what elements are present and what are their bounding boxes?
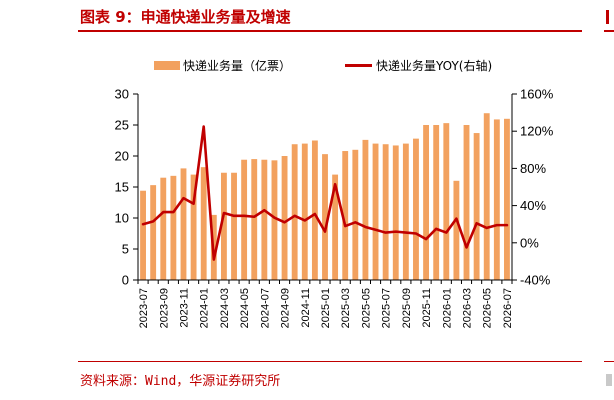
bar-2025-06	[372, 143, 379, 280]
bar-2026-01	[443, 123, 450, 280]
x-tick-label: 2026-01	[441, 288, 453, 328]
x-tick-label: 2025-07	[381, 288, 393, 328]
left-tick-label: 5	[122, 242, 129, 257]
left-tick-label: 15	[115, 180, 129, 195]
x-tick-label: 2025-03	[340, 288, 352, 328]
x-tick-label: 2026-03	[462, 288, 474, 328]
x-tick-label: 2023-09	[158, 288, 170, 328]
yoy-line	[141, 125, 509, 261]
bar-2025-01	[322, 154, 328, 280]
x-tick-label: 2025-05	[360, 288, 372, 328]
bar-2025-10	[413, 138, 419, 280]
right-axis-labels: -40% 0% 40% 80% 120% 160%	[520, 87, 554, 288]
bar-2025-11	[423, 125, 430, 280]
legend-bar-swatch	[154, 61, 180, 70]
axes	[133, 93, 517, 284]
x-tick-label: 2024-05	[239, 288, 251, 328]
x-tick-label: 2024-07	[259, 288, 271, 328]
left-tick-label: 30	[115, 87, 129, 102]
left-tick-label: 10	[115, 211, 129, 226]
bar-2024-06	[251, 159, 258, 280]
bar-2024-10	[291, 144, 298, 280]
x-axis-labels: 2023-07 2023-09 2023-11 2024-01 2024-03 2024-…	[138, 288, 514, 328]
x-tick-label: 2024-03	[219, 288, 231, 328]
bar-2024-07	[261, 159, 268, 280]
x-tick-label: 2025-09	[401, 288, 413, 328]
bar-2024-08	[271, 160, 278, 280]
x-tick-label: 2023-07	[138, 288, 150, 328]
bar-2024-04	[231, 172, 237, 280]
bar-2024-03	[220, 172, 227, 280]
right-tick-label: 0%	[520, 235, 539, 250]
left-tick-label: 0	[122, 273, 129, 288]
right-tick-label: 80%	[520, 161, 546, 176]
bar-2023-07	[140, 190, 146, 280]
legend: 快递业务量（亿票） 快递业务量YOY(右轴)	[154, 58, 492, 73]
bar-2026-04	[473, 133, 480, 280]
left-tick-label: 25	[115, 118, 129, 133]
x-tick-label: 2026-07	[502, 288, 514, 328]
bar-series	[140, 113, 510, 280]
bar-2026-02	[453, 180, 460, 280]
x-tick-label: 2024-01	[199, 288, 211, 328]
bar-2026-06	[493, 119, 500, 280]
bar-2023-11	[180, 168, 187, 280]
bar-2024-01	[200, 167, 207, 280]
x-tick-label: 2023-11	[178, 288, 190, 328]
right-tick-label: -40%	[520, 273, 551, 288]
bar-2023-12	[190, 174, 197, 280]
x-tick-label: 2026-05	[482, 288, 494, 328]
bar-2024-05	[241, 159, 248, 280]
bar-2026-05	[483, 113, 490, 280]
x-tick-label: 2024-09	[280, 288, 292, 328]
bar-2025-07	[382, 144, 389, 280]
bar-2024-12	[311, 140, 318, 280]
bar-2023-09	[160, 177, 167, 280]
bar-2024-11	[301, 143, 308, 280]
figure-title: 图表 9：申通快递业务量及增速	[80, 8, 291, 26]
bar-2025-12	[433, 125, 440, 280]
bar-2025-03	[342, 151, 349, 280]
bar-2025-08	[392, 145, 399, 280]
right-tick-label: 160%	[520, 87, 554, 102]
x-tick-label: 2025-11	[421, 288, 433, 328]
bar-2023-08	[150, 185, 157, 280]
right-tick-label: 40%	[520, 198, 546, 213]
bar-2024-09	[281, 156, 288, 280]
left-tick-label: 20	[115, 149, 129, 164]
bar-2026-03	[463, 125, 470, 280]
edge-fragment-bottom	[606, 374, 612, 386]
legend-line-label: 快递业务量YOY(右轴)	[376, 58, 492, 73]
bar-2026-07	[504, 118, 510, 280]
bar-2025-04	[352, 149, 359, 280]
bar-2025-02	[332, 174, 339, 280]
bar-2023-10	[170, 175, 177, 280]
title-divider	[78, 30, 582, 32]
footer-divider	[78, 361, 582, 362]
bar-2025-05	[362, 139, 369, 280]
edge-divider	[604, 30, 614, 32]
bar-2025-09	[402, 143, 409, 280]
x-tick-label: 2024-11	[300, 288, 312, 328]
legend-bar-label: 快递业务量（亿票）	[183, 58, 291, 73]
edge-fragment	[606, 10, 609, 24]
left-axis-labels: 0 5 10 15 20 25 30	[115, 87, 129, 288]
edge-divider-bottom	[604, 361, 614, 362]
source-note: 资料来源：Wind，华源证券研究所	[80, 374, 281, 389]
x-tick-label: 2025-01	[320, 288, 332, 328]
right-tick-label: 120%	[520, 124, 554, 139]
